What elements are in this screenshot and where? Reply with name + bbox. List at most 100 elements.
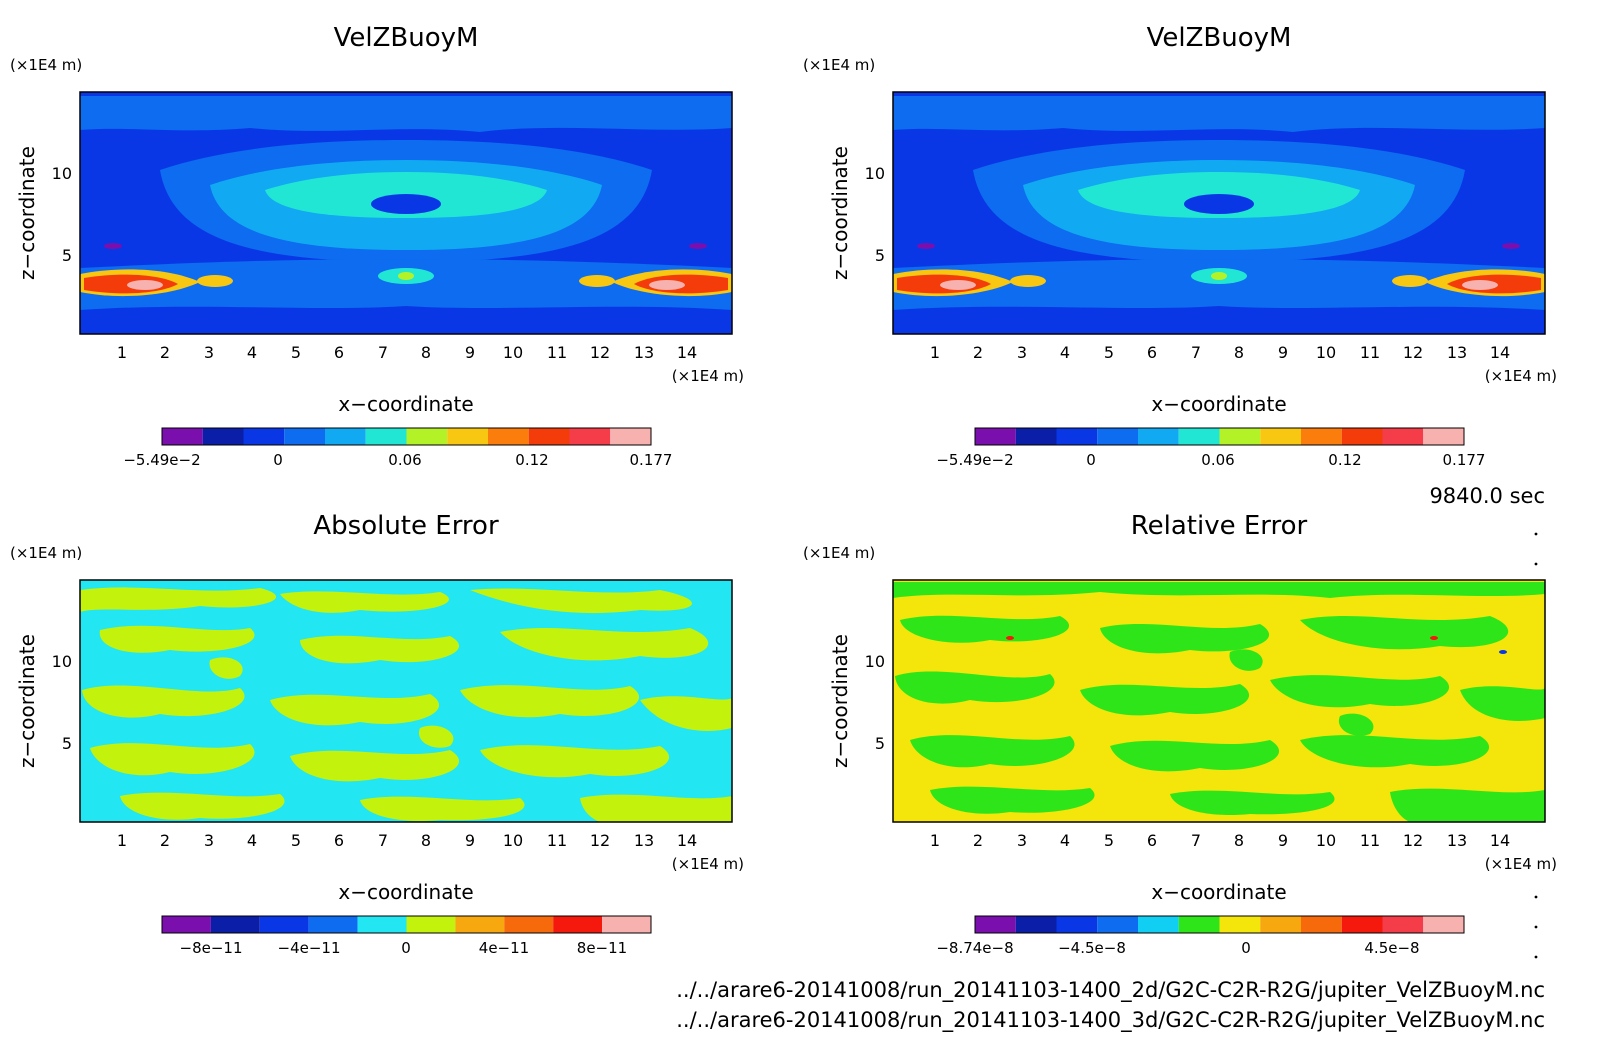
colorbar-cell (325, 428, 366, 445)
contour-jet-secondary-right (579, 275, 615, 287)
x-tick-label: 3 (1017, 831, 1027, 850)
colorbar-cell (202, 428, 244, 445)
colorbar-cell (1341, 428, 1383, 445)
colorbar-frame (161, 427, 652, 446)
colorbar-tick-label: 0.06 (1201, 451, 1234, 469)
plot-frame (892, 579, 1546, 823)
colorbar-tick-label: 8e−11 (577, 939, 627, 957)
x-axis-label: x−coordinate (338, 392, 473, 416)
y-tick-label: 5 (875, 246, 885, 265)
colorbar-cell (365, 428, 407, 445)
x-tick-label: 9 (1278, 343, 1288, 362)
contour-low-left (917, 243, 935, 249)
colorbar-cell (308, 916, 358, 933)
y-tick-label: 5 (62, 246, 72, 265)
colorbar-tick-label: −8.74e−8 (936, 939, 1013, 957)
colorbar-tick-label: −4.5e−8 (1058, 939, 1126, 957)
x-tick-label: 11 (1360, 831, 1380, 850)
x-tick-label: 9 (465, 831, 475, 850)
margin-dots (1534, 532, 1538, 959)
noise-blobs (80, 587, 732, 822)
y-axis-label: z−coordinate (15, 634, 39, 768)
plot-field (80, 580, 732, 822)
x-tick-label: 1 (117, 343, 127, 362)
colorbar: −5.49e−2 0 0.06 0.12 0.177 (936, 427, 1485, 469)
contour-jet-secondary-right (1392, 275, 1428, 287)
x-tick-label: 7 (378, 831, 388, 850)
contour-dome-core (1184, 194, 1254, 214)
file-path-3d: ../../arare6-20141008/run_20141103-1400_… (676, 1008, 1545, 1033)
colorbar-cell (1097, 916, 1138, 933)
colorbar-frame (974, 427, 1465, 446)
y-tick-label: 10 (865, 652, 885, 671)
x-tick-label: 14 (1490, 343, 1510, 362)
colorbar-tick-label: −8e−11 (180, 939, 243, 957)
colorbar-tick-label: −5.49e−2 (123, 451, 200, 469)
colorbar-tick-label: 0 (401, 939, 411, 957)
colorbar: −8.74e−8 −4.5e−8 0 4.5e−8 (936, 915, 1465, 957)
colorbar-cell (357, 916, 407, 933)
colorbar-cell (162, 428, 203, 445)
x-tick-label: 12 (1403, 343, 1423, 362)
x-tick-label: 14 (677, 343, 697, 362)
x-tick-label: 9 (1278, 831, 1288, 850)
y-unit-label: (×1E4 m) (803, 544, 875, 562)
x-tick-label: 6 (1147, 343, 1157, 362)
colorbar-cell (210, 916, 260, 933)
x-tick-label: 4 (247, 831, 257, 850)
colorbar-cell (259, 916, 309, 933)
plot-frame (892, 91, 1546, 335)
y-tick-label: 5 (875, 734, 885, 753)
contour-jet-right-core (649, 280, 685, 290)
panel-relative-error: Relative Error (×1E4 m) (803, 511, 1557, 957)
x-tick-label: 12 (1403, 831, 1423, 850)
x-tick-label: 3 (204, 831, 214, 850)
plot-field (893, 92, 1545, 334)
colorbar-cell (975, 428, 1016, 445)
contour-jet-secondary-left (197, 275, 233, 287)
x-axis-label: x−coordinate (338, 880, 473, 904)
colorbar-cell (553, 916, 603, 933)
contour-low-right (1502, 243, 1520, 249)
colorbar-cell (1301, 916, 1342, 933)
plot-frame (79, 91, 733, 335)
colorbar-cell (1260, 916, 1301, 933)
colorbar-tick-label: 0 (1241, 939, 1251, 957)
colorbar-cell (488, 428, 529, 445)
y-axis-label: z−coordinate (828, 146, 852, 280)
x-tick-label: 2 (160, 343, 170, 362)
x-unit-label: (×1E4 m) (672, 855, 744, 873)
colorbar-cell (1382, 428, 1424, 445)
colorbar-cell (602, 916, 651, 933)
colorbar-cell (569, 428, 611, 445)
x-tick-label: 13 (1447, 831, 1467, 850)
contour-low-left (104, 243, 122, 249)
x-tick-label: 8 (421, 831, 431, 850)
contour-center-green (398, 272, 414, 280)
x-tick-label: 2 (973, 831, 983, 850)
colorbar-tick-label: 4e−11 (479, 939, 529, 957)
colorbar-cell (1138, 916, 1179, 933)
panel-absolute-error: Absolute Error (×1E4 m) (10, 511, 744, 957)
error-spot-blue (1499, 650, 1507, 654)
plot-frame (79, 579, 733, 823)
contour-jet-left-core (127, 280, 163, 290)
colorbar-cell (284, 428, 325, 445)
x-tick-label: 4 (1060, 831, 1070, 850)
x-tick-label: 3 (1017, 343, 1027, 362)
colorbar-tick-label: 0.12 (1328, 451, 1361, 469)
colorbar-cell (1219, 916, 1261, 933)
x-axis-label: x−coordinate (1151, 392, 1286, 416)
colorbar-tick-label: 0 (1086, 451, 1096, 469)
contour-jet-secondary-left (1010, 275, 1046, 287)
x-tick-label: 10 (503, 343, 523, 362)
colorbar-frame (161, 915, 652, 934)
x-tick-label: 5 (291, 343, 301, 362)
colorbar-cell (406, 916, 456, 933)
colorbar-tick-label: 0.12 (515, 451, 548, 469)
colorbar: −8e−11 −4e−11 0 4e−11 8e−11 (161, 915, 652, 957)
contour-upper-band (893, 96, 1545, 132)
contour-low-right (689, 243, 707, 249)
x-tick-label: 10 (1316, 831, 1336, 850)
